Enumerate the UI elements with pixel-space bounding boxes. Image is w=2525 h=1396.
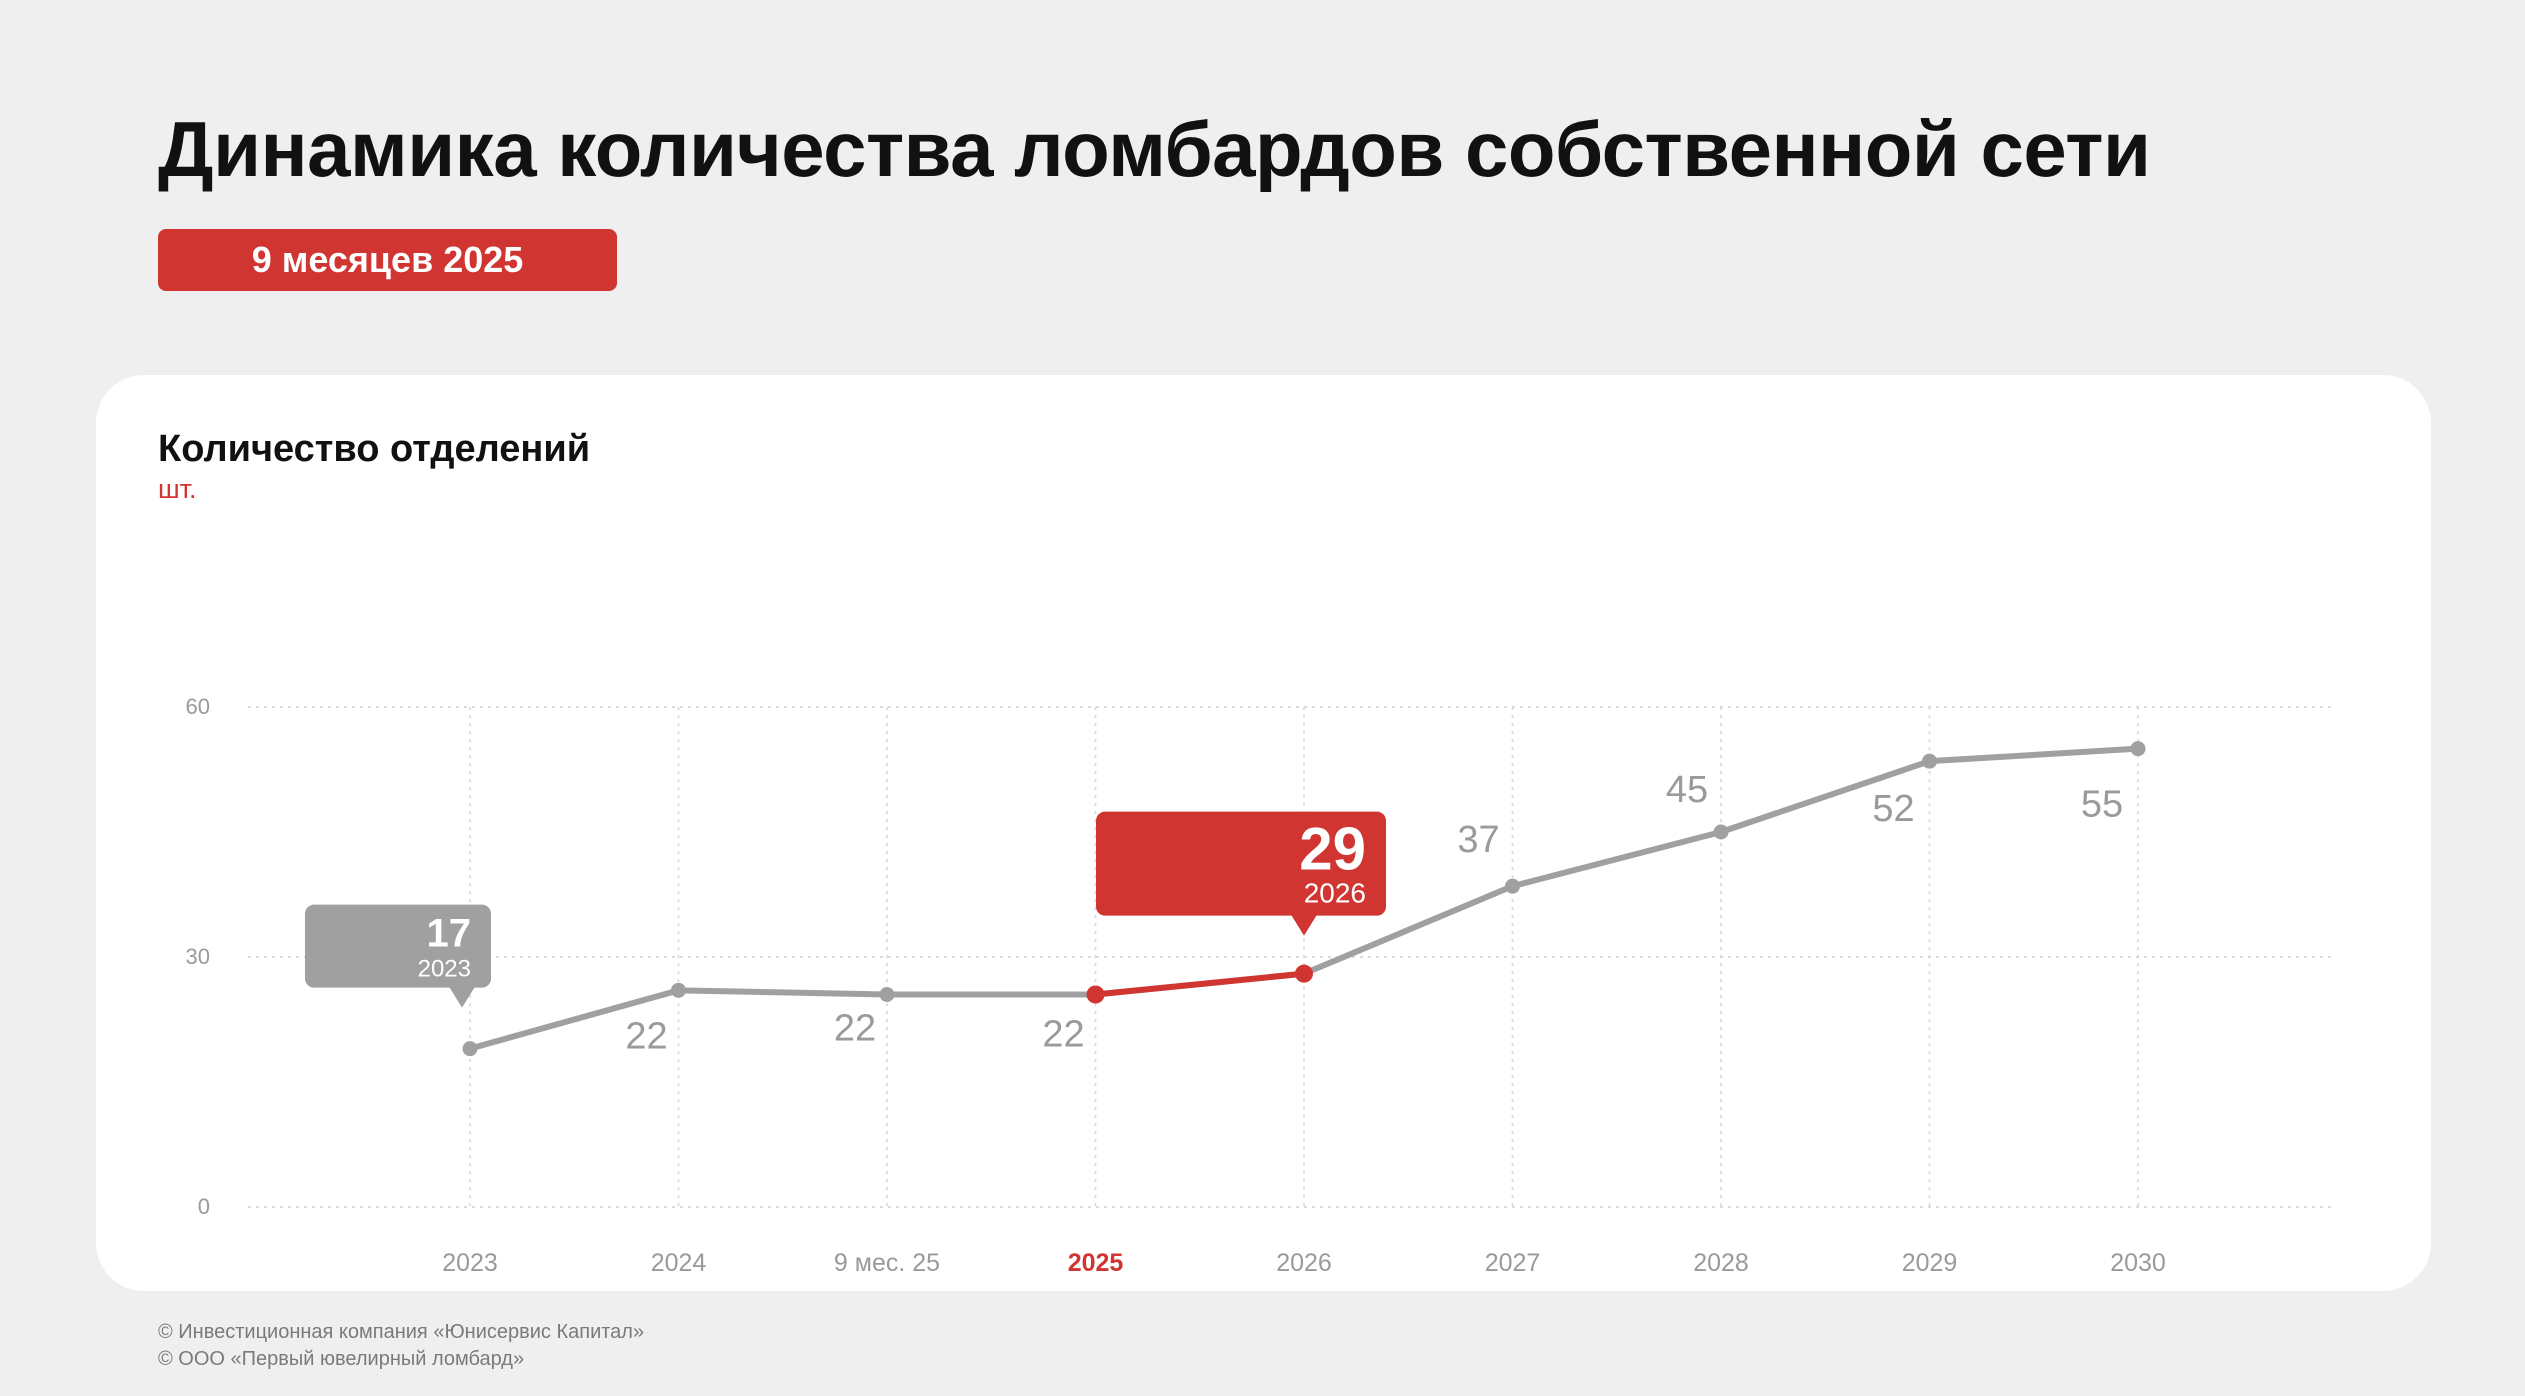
data-point [1713, 824, 1729, 840]
callout-box [1096, 811, 1386, 916]
footer-copyright-1: © Инвестиционная компания «Юнисервис Кап… [158, 1321, 645, 1343]
x-tick-label: 2028 [1693, 1249, 1749, 1277]
data-label: 37 [1457, 819, 1499, 861]
x-tick-label: 2030 [2110, 1249, 2166, 1277]
callout-pointer [1291, 914, 1317, 936]
callout-value: 29 [1299, 816, 1366, 883]
data-point [1505, 878, 1520, 894]
footer: © Инвестиционная компания «Юнисервис Кап… [158, 1319, 644, 1373]
x-tick-label: 9 мес. 25 [834, 1249, 940, 1277]
data-label: 22 [625, 1015, 667, 1057]
chart-unit: шт. [158, 474, 197, 504]
y-tick-label: 30 [186, 944, 210, 969]
data-label: 45 [1666, 769, 1708, 811]
callout-year: 2023 [418, 956, 471, 983]
data-label: 22 [834, 1008, 876, 1050]
page-title: Динамика количества ломбардов собственно… [158, 105, 2151, 193]
series-line-highlight [1092, 970, 1307, 998]
data-label: 55 [2081, 784, 2123, 826]
chart-title: Количество отделений [158, 428, 591, 470]
x-tick-label: 2025 [1068, 1249, 1124, 1277]
data-point [1922, 753, 1937, 769]
data-label: 52 [1872, 788, 1914, 830]
y-tick-label: 60 [186, 694, 210, 719]
x-tick-label: 2027 [1485, 1249, 1541, 1277]
data-point [879, 987, 895, 1002]
data-point [671, 982, 686, 998]
y-tick-label: 0 [198, 1194, 210, 1219]
period-badge: 9 месяцев 2025 [158, 229, 617, 291]
x-tick-label: 2026 [1276, 1249, 1332, 1277]
data-point [462, 1041, 478, 1057]
callout-value: 17 [427, 912, 472, 956]
data-point [1086, 985, 1105, 1004]
footer-copyright-2: © ООО «Первый ювелирный ломбард» [158, 1348, 525, 1370]
data-point [1295, 964, 1313, 983]
x-tick-label: 2023 [442, 1249, 498, 1277]
callout-box [305, 904, 491, 988]
data-label: 22 [1042, 1014, 1084, 1056]
callout-pointer [449, 986, 475, 1008]
callout-year: 2026 [1304, 878, 1366, 909]
data-point [2130, 741, 2146, 757]
x-tick-label: 2029 [1902, 1249, 1958, 1277]
x-tick-label: 2024 [651, 1249, 707, 1277]
